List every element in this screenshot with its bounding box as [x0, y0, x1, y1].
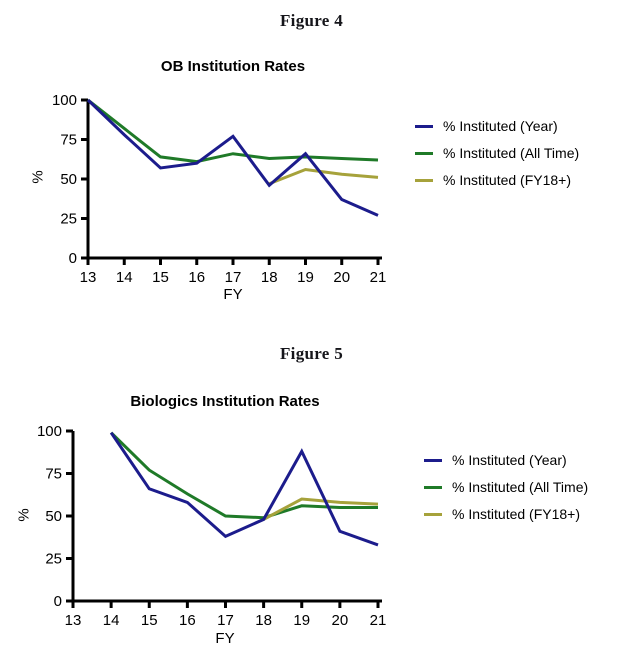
svg-text:13: 13 [65, 612, 82, 629]
legend-label: % Instituted (FY18+) [443, 172, 572, 188]
legend-label: % Instituted (All Time) [443, 145, 580, 161]
svg-text:16: 16 [179, 612, 196, 629]
figure-4-heading: Figure 4 [280, 11, 343, 30]
svg-text:100: 100 [52, 92, 77, 109]
svg-text:20: 20 [332, 612, 349, 629]
figure-4-y-axis-label: % [29, 170, 47, 184]
legend-item-fy18: % Instituted (FY18+) [415, 171, 579, 189]
svg-text:16: 16 [188, 269, 205, 286]
svg-text:15: 15 [152, 269, 169, 286]
svg-text:21: 21 [370, 612, 387, 629]
svg-text:75: 75 [45, 466, 62, 483]
svg-text:50: 50 [45, 508, 62, 525]
figure-4-chart-title: OB Institution Rates [160, 58, 306, 75]
legend-label: % Instituted (FY18+) [452, 506, 581, 522]
figure-5-x-axis-label: FY [215, 630, 235, 647]
legend-label: % Instituted (Year) [443, 118, 558, 134]
all-time-series-swatch-icon [415, 151, 433, 155]
svg-text:14: 14 [116, 269, 133, 286]
svg-text:19: 19 [293, 612, 310, 629]
svg-text:18: 18 [261, 269, 278, 286]
all-time-series-swatch-icon [424, 485, 442, 489]
svg-text:0: 0 [54, 593, 62, 610]
figure-4-line-chart: 13 14 15 16 17 18 19 20 21 0 25 50 75 100 [52, 92, 387, 286]
figure-5-chart-title: Biologics Institution Rates [130, 393, 320, 410]
svg-text:25: 25 [45, 551, 62, 568]
legend-item-all-time: % Instituted (All Time) [424, 478, 588, 496]
figure-5-line-chart: 13 14 15 16 17 18 19 20 21 0 25 50 75 100 [37, 423, 387, 629]
legend-item-year: % Instituted (Year) [415, 117, 579, 135]
figure-5-legend: % Instituted (Year) % Instituted (All Ti… [424, 451, 588, 523]
figure-4-legend: % Instituted (Year) % Instituted (All Ti… [415, 117, 579, 189]
svg-text:17: 17 [217, 612, 234, 629]
legend-label: % Instituted (Year) [452, 452, 567, 468]
year-series-swatch-icon [415, 124, 433, 128]
svg-text:14: 14 [103, 612, 120, 629]
legend-item-year: % Instituted (Year) [424, 451, 588, 469]
svg-text:20: 20 [333, 269, 350, 286]
svg-text:0: 0 [69, 250, 77, 267]
figure-5-y-axis-label: % [15, 508, 33, 522]
year-series-swatch-icon [424, 458, 442, 462]
svg-text:75: 75 [60, 132, 77, 149]
svg-text:15: 15 [141, 612, 158, 629]
svg-text:50: 50 [60, 171, 77, 188]
legend-item-fy18: % Instituted (FY18+) [424, 505, 588, 523]
svg-text:25: 25 [60, 211, 77, 228]
svg-text:17: 17 [225, 269, 242, 286]
legend-item-all-time: % Instituted (All Time) [415, 144, 579, 162]
legend-label: % Instituted (All Time) [452, 479, 589, 495]
fy18-series-swatch-icon [415, 178, 433, 182]
svg-text:100: 100 [37, 423, 62, 440]
svg-text:19: 19 [297, 269, 314, 286]
fy18-series-swatch-icon [424, 512, 442, 516]
svg-text:13: 13 [80, 269, 97, 286]
figure-4-x-axis-label: FY [223, 286, 243, 303]
svg-text:18: 18 [255, 612, 272, 629]
svg-text:21: 21 [370, 269, 387, 286]
figure-5-heading: Figure 5 [280, 344, 343, 363]
